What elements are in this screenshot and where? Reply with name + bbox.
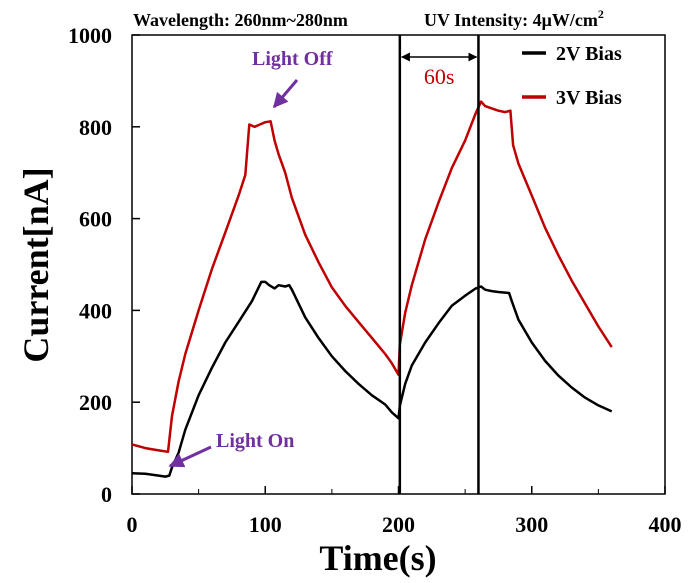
annotation-light-on: Light On [216, 430, 294, 452]
annotation-light-off: Light Off [252, 48, 333, 70]
x-axis-ticks: 0 100 200 300 400 [127, 486, 682, 537]
y-axis-label: Current[nA] [16, 167, 56, 362]
annotation-light-on-arrow [168, 445, 212, 468]
y-tick-label: 1000 [68, 23, 112, 48]
y-tick-label: 400 [79, 298, 112, 323]
annotation-light-off-arrow [272, 79, 299, 109]
marker-layer: 60s [398, 35, 480, 494]
header-wavelength: Wavelength: 260nm~280nm [133, 10, 348, 30]
y-tick-label: 800 [79, 115, 112, 140]
y-axis-ticks: 0 200 400 600 800 1000 [68, 23, 140, 507]
legend: 2V Bias 3V Bias [522, 43, 622, 109]
legend-label-2v-bias: 2V Bias [556, 43, 622, 65]
x-axis-label: Time(s) [319, 538, 436, 578]
series-line-3v-bias [131, 100, 613, 454]
series-line-2v-bias [131, 280, 613, 478]
series-layer [131, 100, 613, 478]
y-tick-label: 600 [79, 207, 112, 232]
x-tick-label: 400 [649, 512, 682, 537]
annotations: Light Off Light On [168, 48, 333, 468]
period-label: 60s [424, 64, 455, 89]
y-tick-label: 200 [79, 390, 112, 415]
header-uv-intensity-sup: 2 [598, 7, 604, 21]
x-tick-label: 0 [127, 512, 138, 537]
legend-label-3v-bias: 3V Bias [556, 87, 622, 109]
y-tick-label: 0 [101, 482, 112, 507]
header-uv-intensity: UV Intensity: 4μW/cm2 [424, 7, 604, 30]
x-tick-label: 100 [249, 512, 282, 537]
x-tick-label: 200 [382, 512, 415, 537]
x-tick-label: 300 [515, 512, 548, 537]
header-uv-intensity-text: UV Intensity: 4μW/cm [424, 10, 598, 30]
